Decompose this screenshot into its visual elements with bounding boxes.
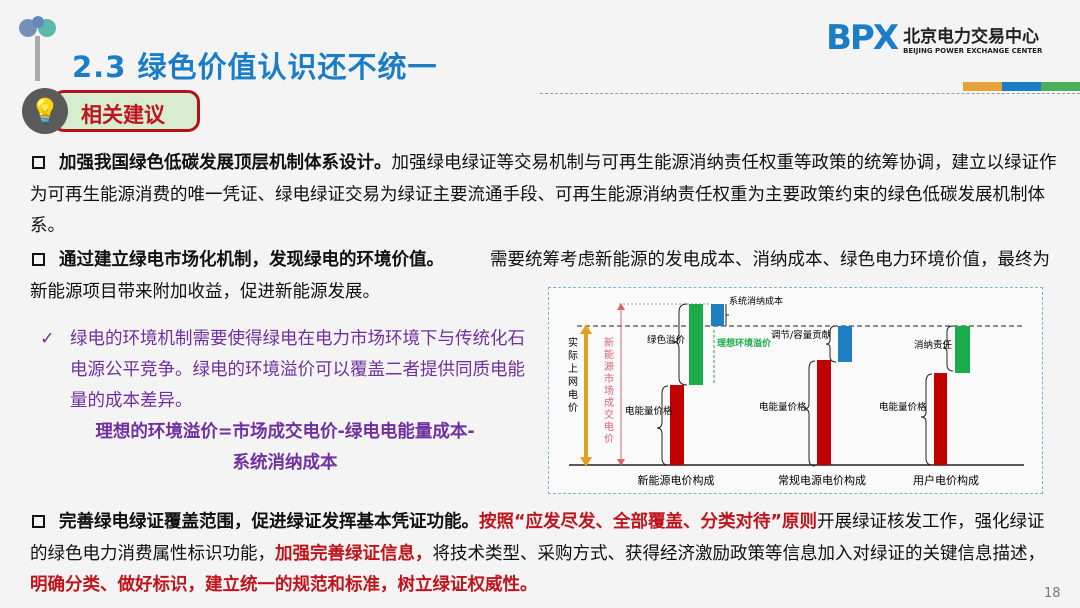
regulation-label: 调节/容量贡献	[771, 329, 832, 341]
green-premium-bar	[689, 304, 703, 385]
energy-price-bar-1	[670, 385, 684, 465]
energy-price-bar-2	[817, 360, 831, 465]
system-cost-bar	[711, 304, 724, 326]
energy-price-bar-3	[934, 373, 947, 465]
paragraph-3: 完善绿电绿证覆盖范围，促进绿证发挥基本凭证功能。按照“应发尽发、全部覆盖、分类对…	[30, 512, 1045, 595]
absorption-bar	[955, 326, 970, 373]
sys-cost-label: 系统消纳成本	[729, 295, 783, 307]
check-icon: ✓	[40, 329, 55, 349]
price-composition-diagram: 实际上网电价 新能源市场成交电价 系统消纳成本 绿色溢价 理想环境溢价 电能量价…	[548, 287, 1043, 494]
regulation-bar	[838, 326, 852, 362]
lightbulb-icon: 💡	[22, 88, 68, 134]
page-title: 2.3 绿色价值认识还不统一	[72, 50, 438, 84]
group-label: 常规电源电价构成	[778, 473, 866, 487]
energy-label-1: 电能量价格	[625, 405, 673, 417]
square-bullet-icon	[32, 515, 45, 528]
bpx-logo: BPX 北京电力交易中心 BEIJING POWER EXCHANGE CENTE…	[826, 18, 1043, 58]
note-block: ✓ 绿电的环境机制需要使得绿电在电力市场环境下与传统化石电源公平竞争。绿电的环境溢…	[40, 324, 530, 479]
absorption-label: 消纳责任	[914, 339, 953, 351]
group-label: 用户电价构成	[913, 473, 979, 487]
square-bullet-icon	[32, 156, 45, 169]
paragraph-2-body: 需要统筹考虑新能源的发电成本、消纳成本、绿色电力环境价值，最终为新能源项目带来附…	[30, 250, 1050, 302]
tree-logo-icon	[14, 14, 62, 84]
market-price-label: 新能源市场成交电价	[604, 336, 614, 445]
ideal-premium-label: 理想环境溢价	[717, 337, 772, 349]
energy-label-2: 电能量价格	[759, 401, 807, 413]
energy-label-3: 电能量价格	[879, 401, 927, 413]
actual-price-label: 实际上网电价	[568, 336, 578, 414]
paragraph-2: 通过建立绿电市场化机制，发现绿电的环境价值。	[30, 245, 550, 277]
green-premium-label: 绿色溢价	[647, 334, 686, 346]
square-bullet-icon	[32, 253, 45, 266]
page-number: 18	[1044, 586, 1061, 601]
paragraph-1: 加强我国绿色低碳发展顶层机制体系设计。加强绿电绿证等交易机制与可再生能源消纳责任…	[30, 153, 1057, 236]
group-label: 新能源电价构成	[638, 473, 715, 487]
header-divider	[540, 93, 1080, 94]
section-badge: 相关建议	[52, 90, 200, 132]
accent-bars	[963, 82, 1080, 91]
